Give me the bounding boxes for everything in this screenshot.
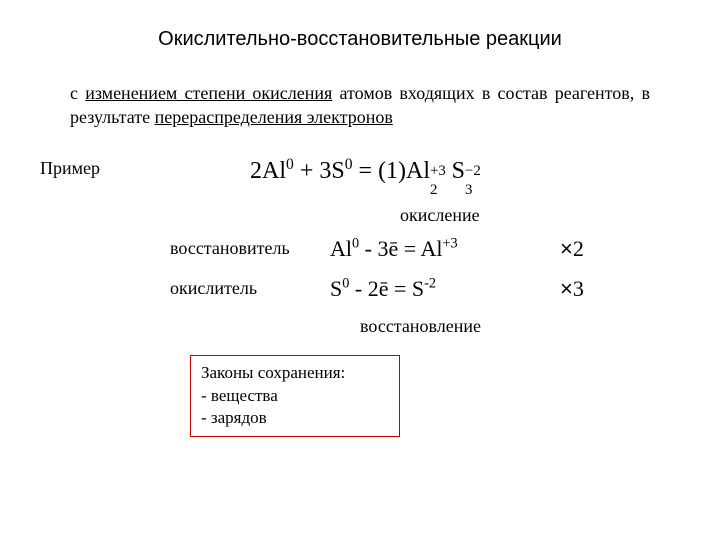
eq-equals: = <box>353 158 379 184</box>
def-underline-2: перераспределения электронов <box>155 107 393 127</box>
example-label: Пример <box>40 158 100 179</box>
eq-coef1: 2 <box>250 158 262 184</box>
def-part1: с <box>70 83 85 103</box>
h2-b: S <box>412 276 424 301</box>
multiply-icon: × <box>560 236 573 261</box>
eq-el4: S <box>452 158 465 184</box>
eq-sup1: 0 <box>286 156 294 173</box>
oxidation-label: окисление <box>400 205 680 226</box>
eq-plus: + <box>294 158 320 184</box>
h1-a: Al <box>330 236 352 261</box>
half2-equation: S0 - 2ē = S-2 <box>330 276 530 302</box>
half-reaction-2: окислитель S0 - 2ē = S-2 ×3 <box>170 276 680 302</box>
definition-text: с изменением степени окисления атомов вх… <box>70 81 650 130</box>
eq-coef3: (1) <box>378 158 406 184</box>
half-reaction-1: восстановитель Al0 - 3ē = Al+3 ×2 <box>170 236 680 262</box>
h2-mid: - 2ē = <box>349 276 412 301</box>
h1-bsup: +3 <box>442 235 457 251</box>
eq-el3: Al <box>406 158 430 184</box>
main-equation: 2Al0 + 3S0 = (1)Al+32S−23 <box>250 158 487 185</box>
h1-b: Al <box>420 236 442 261</box>
eq-coef2: 3 <box>319 158 331 184</box>
half2-multiplier: ×3 <box>560 276 584 302</box>
multiply-icon: × <box>560 276 573 301</box>
reduction-label: восстановление <box>360 316 680 337</box>
eq-sup2: 0 <box>345 156 353 173</box>
def-underline-1: изменением степени окисления <box>85 83 332 103</box>
h1-mid: - 3ē = <box>359 236 420 261</box>
page-title: Окислительно-восстановительные реакции <box>40 28 680 51</box>
conservation-laws-box: Законы сохранения: - вещества - зарядов <box>190 355 400 438</box>
h2-mult: 3 <box>573 276 584 301</box>
eq-sub4: 3 <box>465 182 472 199</box>
laws-line2: - зарядов <box>201 407 385 430</box>
eq-el2: S <box>331 158 344 184</box>
h2-a: S <box>330 276 342 301</box>
half-reactions-block: восстановитель Al0 - 3ē = Al+3 ×2 окисли… <box>170 236 680 302</box>
laws-title: Законы сохранения: <box>201 362 385 385</box>
half1-equation: Al0 - 3ē = Al+3 <box>330 236 530 262</box>
eq-el1: Al <box>262 158 286 184</box>
eq-sup4: −2 <box>465 163 481 180</box>
eq-sup3: +3 <box>430 163 446 180</box>
half1-multiplier: ×2 <box>560 236 584 262</box>
role-reducer: восстановитель <box>170 238 330 259</box>
eq-sub3: 2 <box>430 182 437 199</box>
laws-line1: - вещества <box>201 385 385 408</box>
h2-bsup: -2 <box>424 275 436 291</box>
role-oxidizer: окислитель <box>170 278 330 299</box>
h1-mult: 2 <box>573 236 584 261</box>
